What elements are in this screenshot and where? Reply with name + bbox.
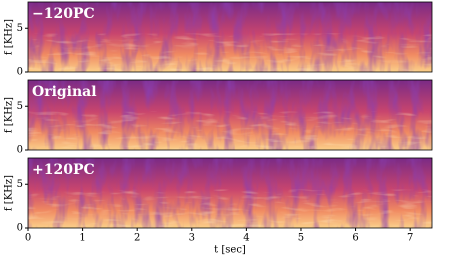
x-axis-label: t [sec]	[214, 245, 246, 256]
spectrogram-texture	[28, 111, 432, 150]
x-tick-label: 1	[79, 233, 85, 244]
y-tick-label: 5	[17, 23, 23, 34]
annotation: Original	[32, 84, 97, 100]
x-tick-label: 2	[134, 233, 140, 244]
y-tick-label: 5	[17, 179, 23, 190]
x-tick-label: 7	[407, 233, 413, 244]
x-tick-label: 0	[25, 233, 31, 244]
x-tick-label: 3	[189, 233, 195, 244]
y-tick-label: 5	[17, 101, 23, 112]
spectrogram-texture	[28, 189, 432, 228]
y-tick-label: 0	[17, 145, 23, 156]
panel-frame	[27, 157, 433, 229]
panel-frame	[27, 79, 433, 151]
x-tick-label: 5	[298, 233, 304, 244]
annotation: +120PC	[32, 162, 95, 178]
y-tick-label: 0	[17, 67, 23, 78]
panel-frame	[27, 1, 433, 73]
x-tick-label: 6	[352, 233, 358, 244]
y-tick-label: 0	[17, 223, 23, 234]
y-axis-label: f [KHz]	[4, 175, 15, 211]
spectrogram-texture	[28, 33, 432, 72]
annotation: −120PC	[32, 6, 95, 22]
y-axis-label: f [KHz]	[4, 97, 15, 133]
y-axis-label: f [KHz]	[4, 19, 15, 55]
x-tick-label: 4	[243, 233, 249, 244]
